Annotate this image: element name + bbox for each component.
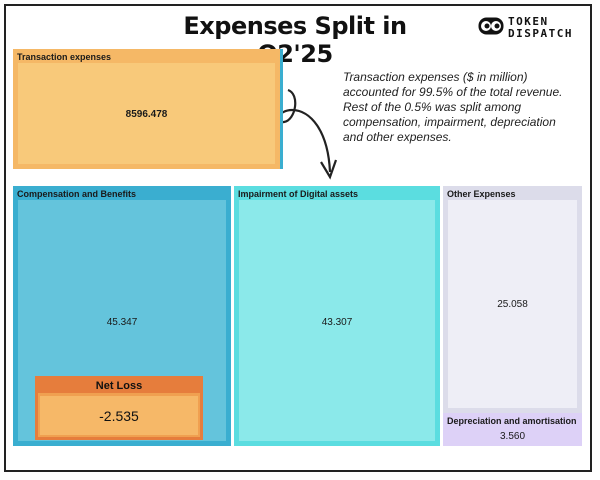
net-loss-value: -2.535: [40, 396, 198, 435]
cell-label: Impairment of Digital assets: [238, 189, 359, 199]
cell-value: 8596.478: [125, 109, 168, 120]
cell-label: Transaction expenses: [17, 52, 112, 62]
cell-label: Depreciation and amortisation: [447, 416, 577, 426]
cell-value: 25.058: [497, 299, 528, 310]
net-loss-callout: Net Loss -2.535: [35, 376, 203, 440]
cell-fill: [448, 200, 577, 408]
cell-label: Other Expenses: [447, 189, 516, 199]
cell-value: 45.347: [106, 317, 138, 328]
chart-frame: [4, 4, 592, 472]
logo-eyes-icon: [478, 17, 504, 35]
transaction-edge: [280, 49, 283, 169]
cell-fill: [239, 200, 435, 441]
logo-line-1: TOKEN: [508, 15, 549, 28]
cell-fill: [443, 413, 582, 446]
cell-label: Compensation and Benefits: [17, 189, 137, 199]
cell-transaction-expenses: Transaction expenses 8596.478: [13, 49, 280, 169]
net-loss-label: Net Loss: [38, 379, 200, 393]
cell-value: 3.560: [499, 431, 526, 442]
cell-other-expenses: Other Expenses 25.058: [443, 186, 582, 413]
annotation-arrow-icon: [276, 88, 338, 180]
token-dispatch-logo: TOKEN DISPATCH: [478, 16, 596, 40]
cell-depreciation-amortisation: Depreciation and amortisation 3.560: [443, 413, 582, 446]
logo-line-2: DISPATCH: [508, 27, 573, 40]
cell-fill: [18, 63, 275, 164]
cell-impairment-digital-assets: Impairment of Digital assets 43.307: [234, 186, 440, 446]
cell-value: 43.307: [321, 317, 353, 328]
annotation-text: Transaction expenses ($ in million) acco…: [343, 70, 563, 144]
